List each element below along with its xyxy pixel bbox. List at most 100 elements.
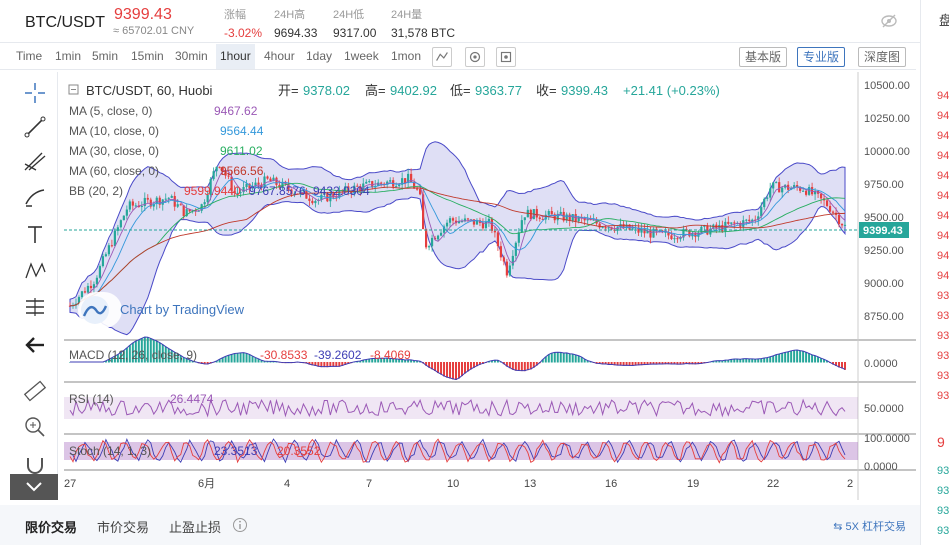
ask-price[interactable]: 94 xyxy=(937,250,949,262)
ask-price[interactable]: 94 xyxy=(937,130,949,142)
ma60-label[interactable]: MA (60, close, 0) xyxy=(69,164,159,178)
interval-5min[interactable]: 5min xyxy=(92,49,119,63)
macd-histogram-bar xyxy=(311,362,314,366)
ask-price[interactable]: 93 xyxy=(937,350,949,362)
stoch-label[interactable]: Stoch (14, 1, 3) xyxy=(69,444,151,458)
ask-price[interactable]: 94 xyxy=(937,110,949,122)
ask-price[interactable]: 94 xyxy=(937,270,949,282)
mode-pro-button[interactable]: 专业版 xyxy=(797,47,846,67)
tab-limit-order[interactable]: 限价交易 xyxy=(25,520,78,535)
indicator-icon[interactable] xyxy=(432,47,452,67)
candle-body xyxy=(538,217,541,219)
rsi-label[interactable]: RSI (14) xyxy=(69,392,114,406)
interval-1week[interactable]: 1week xyxy=(344,49,379,63)
ask-price[interactable]: 94 xyxy=(937,190,949,202)
interval-1day[interactable]: 1day xyxy=(306,49,333,63)
macd-histogram-bar xyxy=(835,362,838,366)
ask-price[interactable]: 94 xyxy=(937,170,949,182)
crosshair-icon[interactable] xyxy=(22,80,48,106)
ask-price[interactable]: 93 xyxy=(937,370,949,382)
interval-1mon[interactable]: 1mon xyxy=(391,49,422,63)
ask-price[interactable]: 93 xyxy=(937,290,949,302)
candle-body xyxy=(134,205,137,207)
macd-histogram-bar xyxy=(395,358,398,363)
stoch-value-1: 23.3513 xyxy=(214,444,258,458)
price-tick: 9750.00 xyxy=(864,179,904,191)
interval-1hour[interactable]: 1hour xyxy=(216,44,255,69)
mode-depth-button[interactable]: 深度图 xyxy=(858,47,907,67)
bid-price[interactable]: 93 xyxy=(937,525,949,537)
leverage-trade-link[interactable]: ⇆ 5X 杠杆交易 xyxy=(833,521,906,533)
high-label: 高= xyxy=(365,83,386,98)
candle-body xyxy=(736,223,739,225)
pattern-icon[interactable] xyxy=(22,258,48,284)
macd-histogram-bar xyxy=(775,354,778,363)
ma30-label[interactable]: MA (30, close, 0) xyxy=(69,144,159,158)
macd-histogram-bar xyxy=(670,362,673,365)
ruler-icon[interactable] xyxy=(22,378,48,404)
macd-histogram-bar xyxy=(799,350,802,363)
trend-line-icon[interactable] xyxy=(22,114,48,140)
back-arrow-icon[interactable] xyxy=(22,332,48,358)
candle-body xyxy=(472,219,476,225)
ma5-label[interactable]: MA (5, close, 0) xyxy=(69,104,152,118)
ma10-label[interactable]: MA (10, close, 0) xyxy=(69,124,159,138)
ask-price[interactable]: 93 xyxy=(937,330,949,342)
ask-price[interactable]: 94 xyxy=(937,90,949,102)
ask-price[interactable]: 94 xyxy=(937,150,949,162)
interval-time[interactable]: Time xyxy=(16,49,43,63)
interval-15min[interactable]: 15min xyxy=(131,49,164,63)
macd-histogram-bar xyxy=(757,358,760,363)
candle-body xyxy=(676,238,679,240)
fullscreen-icon[interactable] xyxy=(496,47,516,67)
bb-label[interactable]: BB (20, 2) xyxy=(69,184,123,198)
brush-icon[interactable] xyxy=(22,184,48,210)
macd-histogram-bar xyxy=(787,351,790,363)
ask-price[interactable]: 93 xyxy=(937,310,949,322)
hide-eye-icon[interactable] xyxy=(880,12,898,30)
candle-body xyxy=(571,214,574,221)
ask-price[interactable]: 94 xyxy=(937,230,949,242)
interval-4hour[interactable]: 4hour xyxy=(264,49,295,63)
ask-price[interactable]: 93 xyxy=(937,390,949,402)
candlestick-chart[interactable]: 10500.00 10250.00 10000.00 9750.00 9500.… xyxy=(64,72,916,500)
candle-body xyxy=(769,188,772,198)
candle-body xyxy=(813,190,817,195)
collapse-toolbar-icon[interactable] xyxy=(10,474,58,500)
macd-histogram-bar xyxy=(628,362,631,366)
ask-price[interactable]: 94 xyxy=(937,210,949,222)
measure-icon[interactable] xyxy=(22,294,48,320)
info-icon[interactable] xyxy=(232,517,248,533)
mode-basic-button[interactable]: 基本版 xyxy=(739,47,788,67)
text-tool-icon[interactable] xyxy=(22,222,48,248)
candle-body xyxy=(410,173,413,183)
bid-price[interactable]: 93 xyxy=(937,485,949,497)
tradingview-watermark[interactable]: Chart by TradingView xyxy=(78,292,245,328)
interval-30min[interactable]: 30min xyxy=(175,49,208,63)
stat-low: 24H低 9317.00 xyxy=(333,9,377,40)
zoom-in-icon[interactable] xyxy=(22,414,48,440)
rsi-axis-tick: 50.0000 xyxy=(864,403,904,415)
low-label: 低= xyxy=(450,83,471,98)
bid-price[interactable]: 93 xyxy=(937,465,949,477)
tab-market-order[interactable]: 市价交易 xyxy=(97,520,150,535)
macd-histogram-bar xyxy=(401,359,404,363)
macd-histogram-bar xyxy=(487,361,490,363)
collapse-legend-icon[interactable] xyxy=(68,84,79,95)
candle-body xyxy=(92,284,96,289)
date-tick: 19 xyxy=(687,478,699,490)
candle-body xyxy=(290,189,293,195)
tab-stop-order[interactable]: 止盈止损 xyxy=(169,520,222,535)
interval-1min[interactable]: 1min xyxy=(55,49,82,63)
chart-area[interactable]: 10500.00 10250.00 10000.00 9750.00 9500.… xyxy=(64,72,916,500)
bid-price[interactable]: 93 xyxy=(937,505,949,517)
settings-gear-icon[interactable] xyxy=(465,47,485,67)
magnet-icon[interactable] xyxy=(22,452,48,478)
pitchfork-icon[interactable] xyxy=(22,148,48,174)
rsi-line xyxy=(69,398,846,418)
macd-histogram-bar xyxy=(236,353,239,363)
moving-average-line xyxy=(69,186,846,307)
macd-histogram-bar xyxy=(137,339,140,363)
macd-label[interactable]: MACD (12, 26, close, 9) xyxy=(69,348,197,362)
macd-histogram-bar xyxy=(113,356,116,363)
